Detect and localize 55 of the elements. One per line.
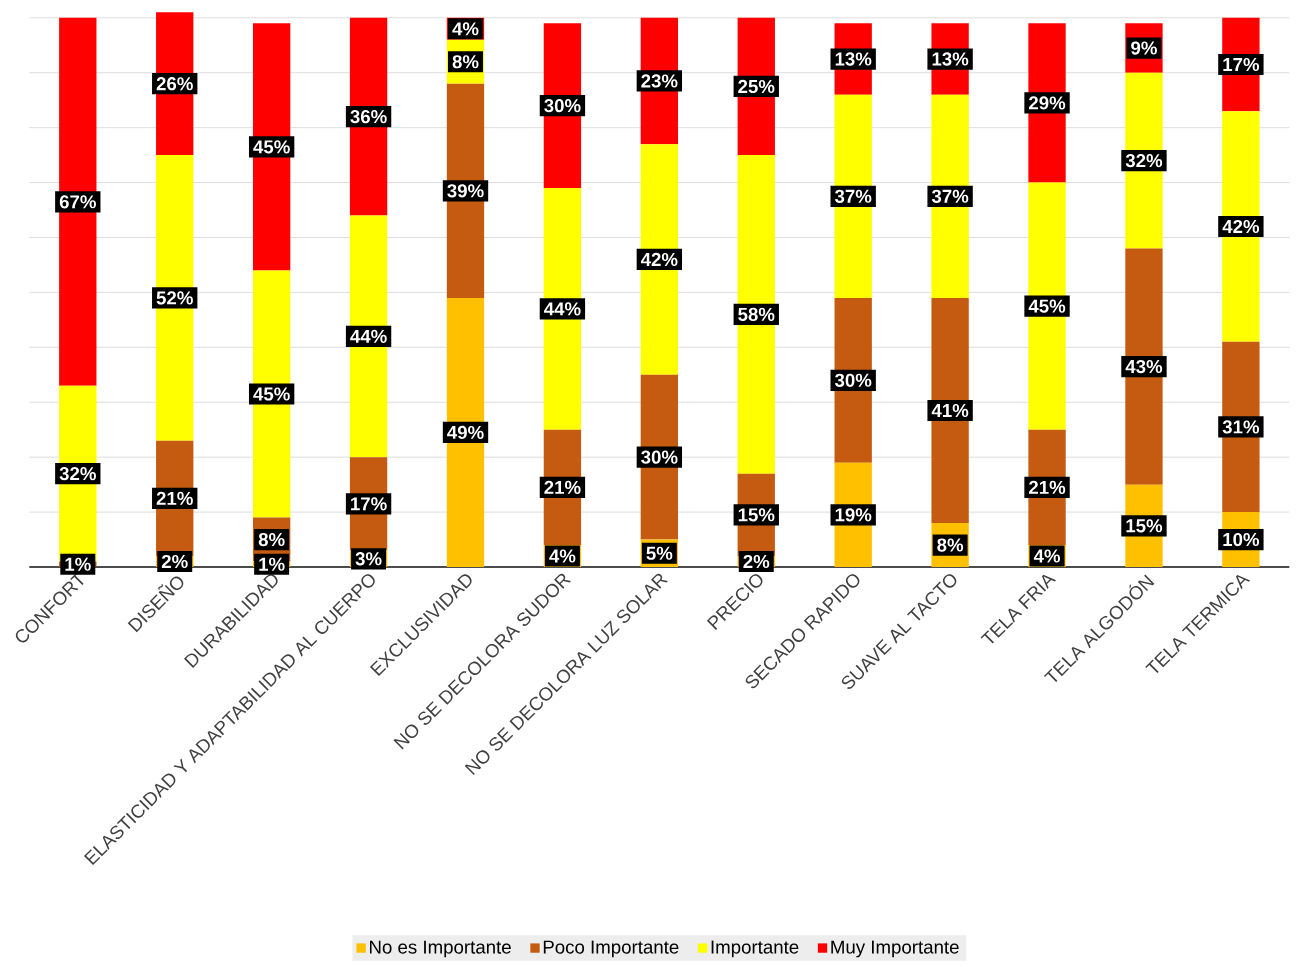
data-label: 45%	[1028, 299, 1066, 313]
data-label: 4%	[549, 549, 576, 563]
data-label: 42%	[1222, 219, 1260, 234]
data-label: 25%	[738, 79, 775, 94]
legend-label: Importante	[711, 940, 799, 958]
data-label: 30%	[834, 373, 872, 387]
data-label: 30%	[544, 99, 581, 113]
data-label: 17%	[1223, 57, 1260, 72]
data-label: 8%	[937, 538, 964, 552]
data-label: 30%	[641, 450, 678, 464]
data-label: 9%	[1131, 41, 1157, 55]
data-label: 1%	[65, 557, 91, 571]
data-label: 19%	[835, 508, 872, 522]
data-label: 8%	[452, 55, 479, 69]
data-label: 26%	[156, 77, 193, 91]
data-label: 45%	[253, 140, 290, 154]
data-label: 43%	[1125, 359, 1163, 374]
data-label: 37%	[834, 189, 872, 203]
data-label: 13%	[835, 52, 872, 66]
data-label: 44%	[544, 302, 581, 316]
data-label: 52%	[156, 291, 193, 305]
data-label: 58%	[738, 307, 775, 321]
data-label: 37%	[931, 189, 969, 203]
data-label: 1%	[259, 557, 285, 571]
legend-label: Poco Importante	[543, 940, 679, 958]
data-label: 13%	[932, 52, 969, 66]
data-label: 21%	[544, 480, 581, 494]
data-label: 32%	[1125, 153, 1163, 168]
data-label: 45%	[253, 387, 290, 401]
data-label: 42%	[640, 252, 678, 267]
data-label: 4%	[452, 22, 479, 36]
data-label: 23%	[641, 74, 678, 88]
data-label: 2%	[743, 554, 770, 569]
data-label: 41%	[931, 403, 969, 418]
data-label: 44%	[350, 329, 387, 343]
data-label: 67%	[59, 195, 96, 209]
data-label: 2%	[161, 554, 188, 569]
data-label: 36%	[350, 110, 387, 124]
data-label: 29%	[1029, 96, 1066, 110]
legend-label: No es Importante	[370, 940, 511, 958]
data-label: 3%	[355, 552, 382, 566]
data-label: 10%	[1223, 532, 1260, 547]
data-label: 21%	[156, 491, 193, 505]
data-label: 8%	[258, 532, 285, 547]
data-label: 5%	[646, 546, 673, 560]
data-label: 15%	[738, 508, 775, 522]
data-label: 49%	[447, 425, 484, 440]
legend-label: Muy Importante	[831, 940, 959, 958]
data-label: 4%	[1033, 549, 1061, 563]
data-label: 39%	[447, 184, 484, 198]
data-label: 31%	[1222, 420, 1260, 434]
data-label: 15%	[1126, 519, 1163, 533]
data-label: 32%	[59, 467, 96, 481]
data-label: 17%	[351, 497, 387, 511]
data-label: 21%	[1029, 480, 1066, 494]
